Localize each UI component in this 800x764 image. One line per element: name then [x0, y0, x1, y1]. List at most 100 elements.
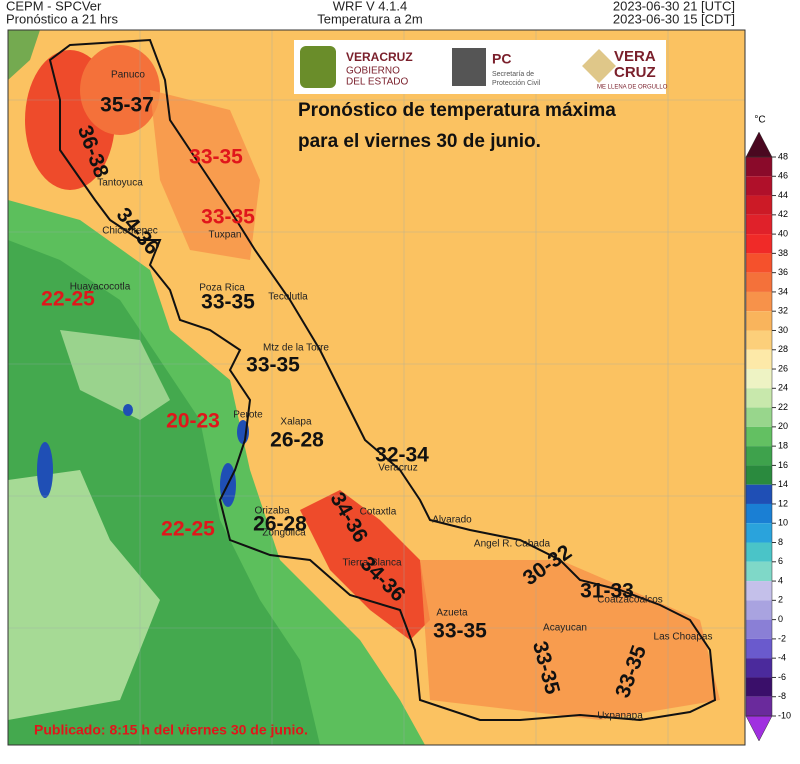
colorbar-top — [745, 131, 773, 158]
graticule — [8, 30, 745, 745]
colorbar-bin — [746, 157, 772, 177]
range-label: 26-28 — [270, 429, 324, 452]
cold-spot — [123, 404, 133, 416]
map — [8, 30, 745, 745]
cold-spot — [37, 442, 53, 498]
colorbar-tick-label: 44 — [778, 190, 788, 200]
colorbar-tick-label: 32 — [778, 306, 788, 316]
colorbar-tick-label: 28 — [778, 344, 788, 354]
range-label: 33-35 — [433, 620, 487, 643]
range-label: 20-23 — [166, 410, 220, 433]
range-label: 33-35 — [189, 146, 243, 169]
hot-zone — [80, 45, 160, 135]
header-text: CEPM - SPCVer — [6, 0, 102, 13]
colorbar-tick-label: 46 — [778, 171, 788, 181]
colorbar-bin — [746, 214, 772, 235]
colorbar-tick-label: 12 — [778, 498, 788, 508]
range-label: 33-35 — [246, 354, 300, 377]
city-label: Azueta — [436, 608, 468, 619]
colorbar-bin — [746, 253, 772, 273]
colorbar-bin — [746, 484, 772, 504]
mild-zone — [8, 470, 160, 720]
colorbar-bin — [746, 195, 772, 215]
header-text: 2023-06-30 15 [CDT] — [613, 11, 735, 26]
map-frame — [7, 29, 746, 746]
colorbar-bin — [746, 677, 772, 697]
colorbar-tick-label: -2 — [778, 633, 786, 643]
city-label: Tantoyuca — [97, 178, 143, 189]
logo-text: PC — [492, 51, 511, 67]
colorbar-frame — [745, 156, 773, 717]
colorbar-tick-label: 40 — [778, 228, 788, 238]
city-label: Zongolica — [262, 528, 306, 539]
colorbar-bin — [746, 523, 772, 543]
colorbar-tick-label: 16 — [778, 460, 788, 470]
colorbar-bin — [746, 638, 772, 659]
city-label: Uxpanapa — [597, 711, 643, 722]
city-label: Veracruz — [378, 463, 417, 474]
colorbar-bin — [746, 407, 772, 427]
header-text: WRF V 4.1.4 — [333, 0, 407, 13]
range-label: 35-37 — [100, 94, 154, 117]
logo-text: VERACRUZ — [346, 50, 413, 64]
colorbar-bin — [746, 426, 772, 447]
colorbar-tick-label: 6 — [778, 556, 783, 566]
colorbar-tick-label: 14 — [778, 479, 788, 489]
colorbar-bin — [746, 291, 772, 312]
colorbar-bin — [746, 234, 772, 254]
colorbar-bin — [746, 619, 772, 639]
colorbar-bin — [746, 696, 772, 716]
logo-text: Secretaría de — [492, 71, 534, 78]
header-text: Temperatura a 2m — [317, 11, 423, 26]
logo-text: Protección Civil — [492, 80, 541, 87]
colorbar-tick-label: 48 — [778, 151, 788, 161]
colorbar-bin — [746, 349, 772, 370]
colorbar-tick-label: 26 — [778, 363, 788, 373]
range-label: 26-28 — [253, 513, 307, 536]
colorbar-tick-label: 18 — [778, 441, 788, 451]
colorbar-tick-label: -10 — [778, 710, 791, 720]
logo-text: VERA — [614, 48, 656, 65]
colorbar-tick-label: 38 — [778, 248, 788, 258]
colorbar-tick-label: 20 — [778, 421, 788, 431]
colorbar-tick-label: 24 — [778, 383, 788, 393]
colorbar-tick-label: 10 — [778, 518, 788, 528]
hot-zone — [300, 490, 430, 640]
colorbar-bin — [746, 658, 772, 678]
logo-text: ME LLENA DE ORGULLO — [597, 85, 668, 91]
colorbar-tick-label: 42 — [778, 209, 788, 219]
range-label: 33-35 — [201, 206, 255, 229]
title: para el viernes 30 de junio. — [298, 131, 541, 152]
header-text: 2023-06-30 21 [UTC] — [613, 0, 735, 13]
city-label: Alvarado — [432, 515, 472, 526]
colorbar-bin — [746, 561, 772, 582]
colorbar-bin — [746, 465, 772, 485]
mild-zone — [60, 330, 170, 420]
city-label: Las Choapas — [654, 632, 713, 643]
colorbar-tick-label: -6 — [778, 672, 786, 682]
logo-banner: VERACRUZ GOBIERNO DEL ESTADO PC Secretar… — [294, 40, 668, 94]
city-label: Acayucan — [543, 623, 587, 634]
colorbar-tick-label: 30 — [778, 325, 788, 335]
range-label: 31-33 — [580, 580, 634, 603]
city-label: Perote — [233, 410, 263, 421]
colorbar-tick-label: 22 — [778, 402, 788, 412]
colorbar-bin — [746, 542, 772, 562]
colorbar-tick-label: 34 — [778, 286, 788, 296]
range-label: 22-25 — [161, 518, 215, 541]
city-label: Panuco — [111, 70, 145, 81]
range-label: 33-35 — [201, 291, 255, 314]
colorbar-bin — [746, 330, 772, 350]
colorbar-tick-label: 36 — [778, 267, 788, 277]
colorbar-bin — [746, 311, 772, 331]
city-label: Huayacocotla — [70, 282, 131, 293]
header-text: Pronóstico a 21 hrs — [6, 11, 119, 26]
city-label: Tuxpan — [209, 230, 242, 241]
colorbar-bottom — [745, 715, 773, 742]
colorbar-tick-label: 8 — [778, 537, 783, 547]
colorbar: °C 4846444240383634323028262422201816141… — [745, 115, 791, 742]
city-label: Poza Rica — [199, 283, 245, 294]
colorbar-bin — [746, 446, 772, 466]
city-label: Xalapa — [280, 417, 312, 428]
